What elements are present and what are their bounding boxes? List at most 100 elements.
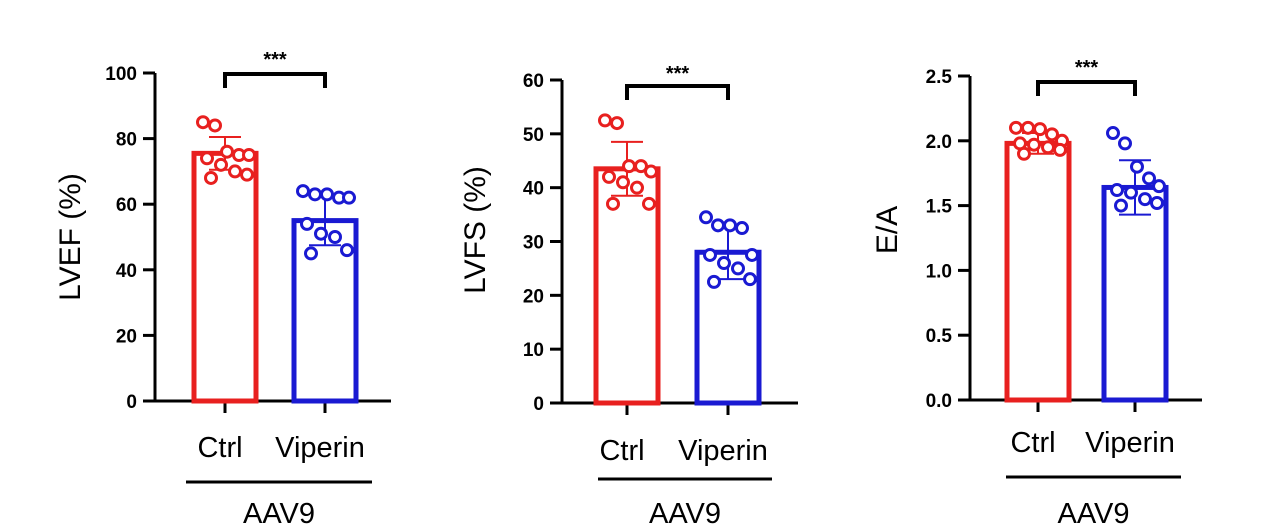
data-point [1118,136,1132,151]
data-point [340,243,354,258]
data-point [644,164,658,179]
data-point [214,157,228,172]
category-label: Viperin [1085,427,1175,459]
data-point [1150,196,1164,211]
significance-bracket [625,84,730,100]
data-point [731,261,745,276]
y-tick-label: 60 [116,195,137,216]
bar-viperin [1101,184,1169,403]
data-point [642,196,656,211]
data-point [634,159,648,174]
chart-panel-3: 0.0 0.5 1.0 1.5 2.0 2.5 E/A Ctrl Viperin *** AAV9 [871,57,1202,527]
data-point [745,247,759,262]
data-point [703,247,717,262]
category-label: Ctrl [197,432,242,464]
data-point [1110,183,1124,198]
y-tick-label: 0.0 [926,391,952,412]
data-point [220,144,234,159]
category-label: Viperin [275,432,365,464]
data-point [308,187,322,202]
data-point [616,175,630,190]
y-tick-label: 0 [533,394,544,415]
y-tick-label: 80 [116,130,137,151]
y-axis-label: E/A [871,206,904,254]
y-tick-label: 0 [126,392,137,413]
data-point [242,148,256,162]
significance-label: *** [1075,57,1099,79]
y-tick-label: 60 [523,71,544,92]
y-tick-label: 1.5 [926,197,953,218]
data-point [1152,179,1166,194]
bar-ctrl [1004,140,1072,403]
y-tick-label: 50 [523,125,544,146]
y-tick-label: 2.5 [926,67,953,88]
data-point [228,164,242,179]
data-point [196,115,210,130]
data-point [1130,159,1144,174]
y-tick-label: 40 [523,179,544,200]
data-point [1041,140,1055,155]
category-label: Ctrl [1010,427,1055,459]
y-axis-label: LVFS (%) [459,166,492,294]
data-point [723,218,737,233]
data-point [707,274,721,289]
group-label: AAV9 [1057,498,1129,527]
chart-panel-2: 0 10 20 30 40 50 60 LVFS (%) Ctrl Viperin *** AAV9 [459,63,798,527]
data-point [735,221,749,236]
data-point [1106,126,1120,141]
data-point [1009,120,1023,135]
data-point [598,113,612,128]
data-point [1027,137,1041,152]
data-point [1045,127,1059,142]
data-point [314,226,328,241]
bar-ctrl [191,150,259,404]
data-point [743,272,757,287]
data-point [610,116,624,131]
group-label: AAV9 [649,498,721,527]
data-point [630,180,644,195]
data-point [1124,185,1138,200]
data-point [602,169,616,184]
data-point [328,230,342,244]
category-label: Ctrl [599,435,644,467]
y-tick-label: 0.5 [926,326,953,347]
data-point [342,190,356,205]
y-tick-label: 20 [523,286,544,307]
data-point [1033,122,1047,137]
y-tick-label: 40 [116,261,137,282]
y-axis-label: LVEF (%) [54,173,87,301]
data-point [320,187,334,202]
significance-label: *** [263,49,287,71]
data-point [1138,192,1152,207]
y-tick-label: 2.0 [926,132,952,153]
data-point [711,218,725,233]
significance-label: *** [666,63,690,85]
data-point [296,184,310,199]
significance-bracket [1036,80,1137,96]
data-point [699,210,713,225]
y-tick-label: 20 [116,326,137,347]
y-tick-label: 100 [105,64,137,85]
group-label: AAV9 [243,498,315,527]
y-tick-label: 30 [523,233,544,254]
data-point [208,118,222,133]
data-point [622,159,636,174]
data-point [1114,198,1128,213]
data-point [1053,142,1067,157]
chart-panel-1: 0 20 40 60 80 100 LVEF (%) Ctrl Viperin *** AAV9 [54,49,391,527]
data-point [1017,146,1031,161]
y-tick-label: 10 [523,340,544,361]
data-point [304,246,318,261]
data-point [200,151,214,166]
data-point [1142,171,1156,186]
data-point [204,170,218,185]
data-point [717,256,731,271]
data-point [1021,120,1035,135]
y-tick-label: 1.0 [926,261,952,282]
data-point [240,167,254,182]
data-point [606,196,620,211]
data-point [300,216,314,231]
significance-bracket [223,72,327,88]
category-label: Viperin [678,435,768,467]
